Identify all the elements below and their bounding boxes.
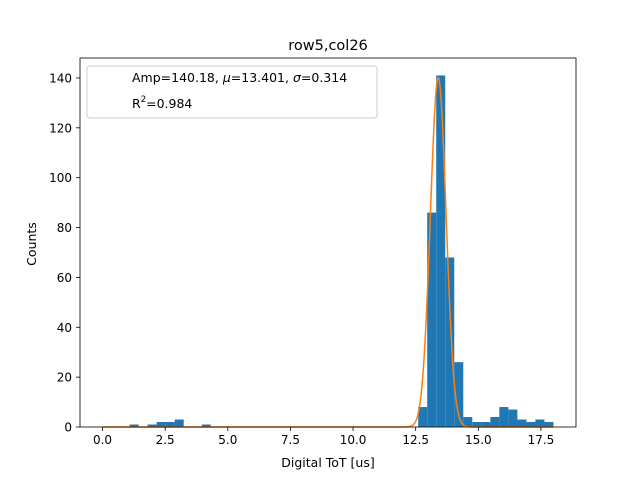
histogram-bar [436, 75, 446, 428]
legend-amp-text: Amp=140.18, [132, 70, 223, 85]
y-tick-label: 140 [49, 71, 72, 85]
histogram-bar [490, 417, 500, 427]
histogram-bar [526, 422, 536, 427]
x-axis-label: Digital ToT [us] [281, 455, 374, 470]
legend-mu-text: =13.401, [231, 70, 293, 85]
y-tick-label: 60 [57, 271, 72, 285]
x-axis-ticks: 0.0 2.5 5.0 7.5 10.0 12.5 15.0 17.5 [93, 427, 554, 447]
y-axis-label: Counts [24, 222, 39, 266]
legend-box [86, 65, 378, 119]
histogram-bar [535, 419, 545, 427]
histogram-bar [147, 424, 157, 427]
histogram-bar [427, 212, 437, 427]
legend-r-superscript: 2 [141, 95, 146, 105]
histogram-bar [129, 424, 139, 427]
x-tick-label: 15.0 [465, 433, 492, 447]
x-tick-label: 0.0 [93, 433, 112, 447]
legend-r-text: =0.984 [146, 96, 192, 111]
legend-sigma-text: =0.314 [301, 70, 347, 85]
x-tick-label: 7.5 [281, 433, 300, 447]
legend-r-base: R [132, 96, 141, 111]
chart-title: row5,col26 [288, 38, 368, 54]
histogram-bar [201, 424, 211, 427]
y-tick-label: 80 [57, 221, 72, 235]
y-tick-label: 120 [49, 121, 72, 135]
histogram-bar [454, 362, 464, 427]
histogram-bar [156, 422, 166, 427]
histogram-bar [472, 422, 482, 427]
histogram-bar [418, 407, 428, 427]
y-tick-label: 0 [64, 421, 72, 435]
histogram-bars [129, 75, 554, 428]
y-tick-label: 100 [49, 171, 72, 185]
x-tick-label: 10.0 [340, 433, 367, 447]
y-tick-label: 20 [57, 371, 72, 385]
histogram-bar [463, 417, 473, 427]
histogram-bar [499, 407, 509, 427]
x-tick-label: 12.5 [402, 433, 429, 447]
histogram-bar [445, 257, 455, 427]
x-tick-label: 5.0 [218, 433, 237, 447]
histogram-bar [174, 419, 184, 427]
y-tick-label: 40 [57, 321, 72, 335]
histogram-bar [508, 409, 518, 427]
axes-frame [79, 57, 577, 428]
x-tick-label: 2.5 [156, 433, 175, 447]
legend-mu-symbol: μ [222, 70, 231, 85]
legend-sigma-symbol: σ [293, 70, 302, 85]
histogram-bar [544, 422, 554, 427]
histogram-bar [481, 422, 491, 427]
legend: Amp=140.18, μ=13.401, σ=0.314 R2=0.984 [86, 65, 378, 119]
x-tick-label: 17.5 [528, 433, 555, 447]
y-axis-ticks: 0 20 40 60 80 100 120 140 [49, 71, 80, 435]
histogram-bar [165, 422, 175, 427]
histogram-bar [517, 419, 527, 427]
legend-entry-r2: R2=0.984 [132, 95, 192, 111]
legend-entry-fit-params: Amp=140.18, μ=13.401, σ=0.314 [132, 70, 347, 85]
